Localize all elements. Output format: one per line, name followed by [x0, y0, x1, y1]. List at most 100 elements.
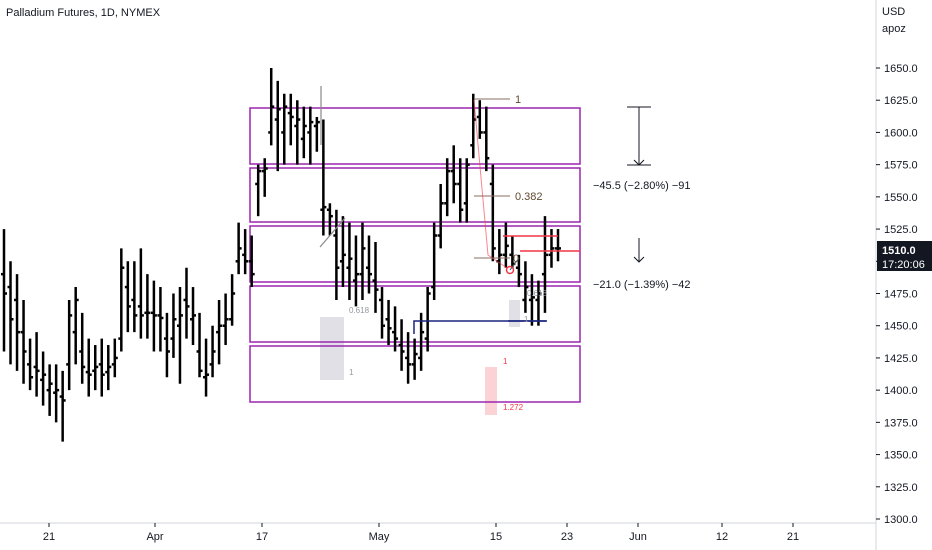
ohlc-bar — [66, 299, 73, 391]
ohlc-bar — [411, 338, 418, 380]
ohlc-bar — [385, 299, 392, 346]
ohlc-bar — [92, 345, 99, 391]
ohlc-bar — [229, 274, 236, 326]
ohlc-bar — [274, 80, 281, 172]
price-axis[interactable] — [877, 0, 932, 550]
ohlc-bar — [515, 254, 522, 288]
time-tick-label: 15 — [490, 531, 502, 543]
ohlc-bar — [372, 241, 379, 313]
ohlc-bar — [541, 216, 548, 313]
price-tick-label: 1525.0 — [884, 224, 918, 236]
time-tick-label: 21 — [787, 531, 799, 543]
ohlc-bar — [359, 222, 366, 300]
ohlc-bar — [20, 299, 27, 384]
ohlc-bar — [379, 287, 386, 339]
ohlc-bar — [157, 287, 164, 352]
price-tick-label: 1450.0 — [884, 321, 918, 333]
ohlc-bar — [535, 280, 542, 326]
ohlc-bar — [268, 68, 275, 146]
ohlc-bar — [40, 351, 47, 406]
ext-label: 0.618 — [349, 306, 370, 315]
range-measure-bottom: −21.0 (−1.39%) −42 — [593, 279, 691, 291]
price-tick-label: 1550.0 — [884, 192, 918, 204]
ohlc-bar — [235, 222, 242, 275]
ohlc-bar — [287, 93, 294, 146]
ohlc-bar — [7, 261, 14, 365]
range-box — [249, 225, 581, 283]
ohlc-bar — [431, 222, 438, 300]
time-tick-label: 17 — [256, 531, 268, 543]
chart-title: Palladium Futures, 1D, NYMEX — [6, 7, 161, 19]
ohlc-bar — [248, 235, 255, 288]
ohlc-bar — [398, 319, 405, 371]
ohlc-bar — [196, 312, 203, 378]
last-price-countdown: 17:20:06 — [882, 259, 925, 271]
trend-line — [319, 217, 346, 248]
ohlc-bar — [307, 106, 314, 165]
ohlc-bar — [203, 338, 210, 397]
price-tick-label: 1475.0 — [884, 289, 918, 301]
last-price-badge — [877, 241, 932, 271]
ohlc-bar — [489, 164, 496, 262]
blue-level-line — [413, 320, 547, 334]
ohlc-bar — [53, 364, 60, 423]
ohlc-bar — [72, 287, 79, 365]
price-tick-label: 1575.0 — [884, 160, 918, 172]
last-price-value: 1510.0 — [882, 245, 916, 257]
ohlc-bar — [548, 229, 555, 268]
ext-label: 1 — [349, 368, 354, 377]
currency-label: USD — [882, 6, 905, 18]
scale-label: apoz — [882, 23, 906, 35]
price-tick-label: 1325.0 — [884, 482, 918, 494]
ohlc-bar — [150, 280, 157, 352]
ohlc-bar — [502, 222, 509, 268]
ohlc-bar — [470, 93, 477, 159]
ohlc-bar — [14, 274, 21, 371]
time-tick-label: May — [369, 531, 390, 543]
ohlc-bar — [476, 100, 483, 139]
ohlc-bar — [300, 106, 307, 159]
ohlc-bar — [124, 261, 131, 333]
measure-arrowhead — [633, 256, 645, 263]
price-tick-label: 1350.0 — [884, 450, 918, 462]
ohlc-bar — [418, 312, 425, 371]
ohlc-bar — [444, 158, 451, 217]
ohlc-bar — [1, 229, 7, 352]
time-tick-label: 12 — [716, 531, 728, 543]
ohlc-bar — [365, 235, 372, 294]
price-tick-label: 1425.0 — [884, 353, 918, 365]
price-tick-label: 1375.0 — [884, 417, 918, 429]
ohlc-bar — [424, 287, 431, 352]
ohlc-bar — [457, 158, 464, 223]
range-box — [249, 167, 581, 223]
ohlc-bar — [437, 183, 444, 249]
price-tick-label: 1400.0 — [884, 385, 918, 397]
ohlc-bar — [392, 306, 399, 352]
ohlc-bar — [59, 370, 66, 442]
time-ticks: 21 Apr 17 May 15 23 Jun 12 21 — [43, 523, 799, 543]
ohlc-bar — [176, 287, 183, 384]
price-tick-label: 1650.0 — [884, 63, 918, 75]
range-box — [249, 107, 581, 165]
ohlc-bar — [118, 248, 125, 352]
ohlc-bar — [555, 229, 561, 262]
ohlc-bar — [528, 274, 535, 326]
ohlc-bar — [137, 248, 144, 339]
fib-label-mid: 0.382 — [515, 191, 543, 203]
ohlc-bar — [496, 229, 503, 275]
ext-label: 1 — [503, 357, 508, 366]
ohlc-bar — [483, 106, 490, 172]
ext-label: 1 — [524, 315, 529, 324]
ohlc-bar — [79, 312, 86, 384]
ohlc-bar — [326, 203, 333, 236]
ohlc-bar — [281, 93, 288, 165]
ohlc-bars — [1, 68, 561, 442]
fib-trend-line — [473, 99, 511, 271]
trend-segment — [509, 257, 520, 271]
time-tick-label: Jun — [629, 531, 647, 543]
ohlc-bar — [463, 158, 470, 223]
ohlc-bar — [242, 229, 249, 275]
ohlc-bar — [294, 100, 301, 165]
ohlc-bar — [85, 338, 92, 397]
